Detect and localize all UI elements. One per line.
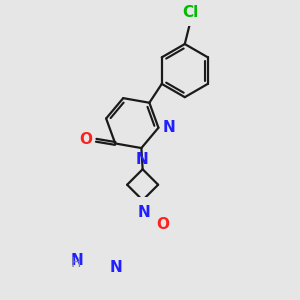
Text: N: N (70, 253, 83, 268)
Text: N: N (110, 260, 123, 275)
Text: N: N (137, 205, 150, 220)
Text: N: N (136, 152, 148, 167)
Text: Cl: Cl (182, 5, 199, 20)
Text: O: O (156, 217, 169, 232)
Text: H: H (70, 256, 81, 270)
Text: N: N (163, 120, 175, 135)
Text: O: O (79, 132, 92, 147)
